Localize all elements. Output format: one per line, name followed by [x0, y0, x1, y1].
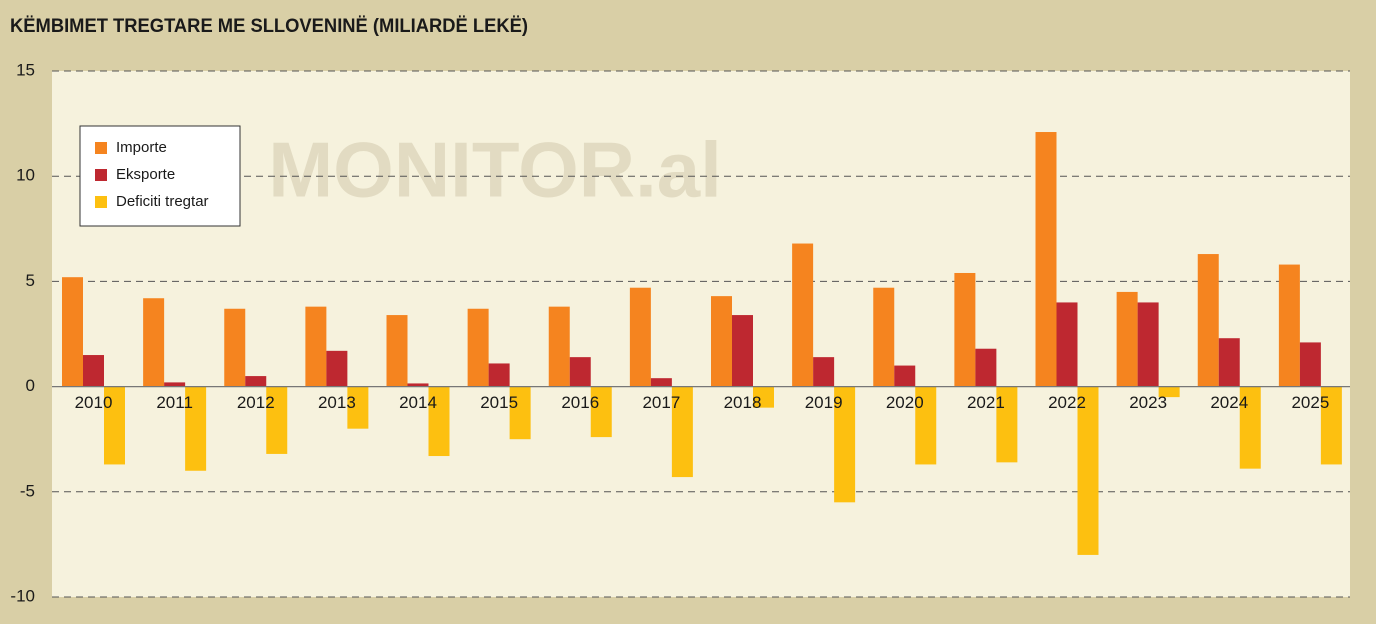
- x-tick-label: 2018: [724, 393, 762, 412]
- bar: [732, 315, 753, 387]
- bar: [1077, 386, 1099, 555]
- bar: [1197, 254, 1219, 387]
- y-tick-label: 5: [26, 271, 35, 290]
- bar: [386, 315, 408, 387]
- bar: [792, 243, 814, 387]
- bar: [915, 386, 937, 465]
- y-tick-label: 15: [16, 60, 35, 79]
- x-tick-label: 2015: [480, 393, 518, 412]
- bar: [650, 378, 672, 387]
- bar: [569, 357, 591, 387]
- x-tick-label: 2025: [1291, 393, 1329, 412]
- x-tick-label: 2016: [561, 393, 599, 412]
- bar: [590, 386, 612, 438]
- bar: [753, 386, 774, 408]
- bar: [143, 298, 165, 387]
- bar: [326, 350, 348, 387]
- x-tick-label: 2019: [805, 393, 843, 412]
- legend-swatch: [95, 196, 107, 208]
- bar: [834, 386, 856, 503]
- y-tick-label: 0: [26, 376, 35, 395]
- bar: [711, 296, 732, 387]
- bar: [1116, 291, 1138, 387]
- x-tick-label: 2024: [1210, 393, 1248, 412]
- legend-swatch: [95, 169, 107, 181]
- bar: [62, 277, 83, 387]
- x-tick-label: 2012: [237, 393, 275, 412]
- bar: [548, 306, 570, 387]
- bar: [1320, 386, 1342, 465]
- bar: [104, 386, 125, 465]
- bar: [1035, 132, 1057, 387]
- bar: [813, 357, 835, 387]
- x-tick-label: 2011: [156, 393, 193, 412]
- legend-swatch: [95, 142, 107, 154]
- bar: [671, 386, 693, 478]
- bar: [1137, 302, 1159, 387]
- bar: [873, 287, 895, 387]
- bar: [1056, 302, 1078, 387]
- bar: [894, 365, 916, 387]
- bar: [83, 355, 104, 387]
- legend-label: Eksporte: [116, 166, 175, 183]
- bar: [407, 383, 429, 387]
- bar: [488, 363, 510, 387]
- bar: [509, 386, 531, 440]
- bar: [1158, 386, 1180, 398]
- bar: [1239, 386, 1261, 469]
- bar: [467, 308, 489, 387]
- x-tick-label: 2010: [75, 393, 113, 412]
- chart-title: KËMBIMET TREGTARE ME SLLOVENINË (MILIARD…: [10, 16, 528, 37]
- bar: [428, 386, 450, 457]
- bar: [266, 386, 288, 454]
- x-tick-label: 2022: [1048, 393, 1086, 412]
- y-tick-label: 10: [16, 166, 35, 185]
- bar: [1299, 342, 1321, 387]
- legend-label: Deficiti tregtar: [116, 193, 209, 210]
- bar: [1278, 264, 1300, 387]
- bar: [164, 382, 186, 387]
- bar: [245, 376, 267, 387]
- bar: [305, 306, 327, 387]
- bar: [996, 386, 1018, 463]
- x-tick-label: 2013: [318, 393, 356, 412]
- x-tick-label: 2014: [399, 393, 437, 412]
- bar: [954, 272, 976, 387]
- y-tick-label: -10: [10, 586, 35, 605]
- watermark: MONITOR.al: [268, 126, 722, 214]
- bar: [975, 348, 997, 387]
- bar: [185, 386, 207, 471]
- x-tick-label: 2021: [967, 393, 1005, 412]
- legend-label: Importe: [116, 139, 167, 156]
- bar: [629, 287, 651, 387]
- x-tick-label: 2023: [1129, 393, 1167, 412]
- y-tick-label: -5: [20, 481, 35, 500]
- bar: [224, 308, 246, 387]
- bar: [1218, 338, 1240, 387]
- x-tick-label: 2017: [642, 393, 680, 412]
- bar: [347, 386, 369, 429]
- x-tick-label: 2020: [886, 393, 924, 412]
